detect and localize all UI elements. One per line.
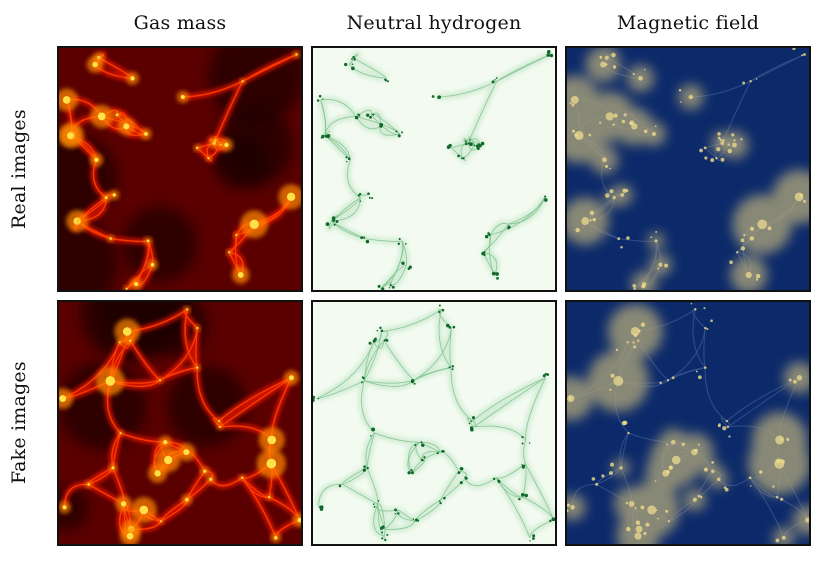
row-title-fake-images: Fake images bbox=[8, 361, 30, 485]
panel-fake-gas-mass bbox=[57, 300, 303, 546]
column-title-gas-mass: Gas mass bbox=[133, 12, 227, 34]
column-title-magnetic-field: Magnetic field bbox=[616, 12, 760, 34]
gas-mass-fake-image bbox=[59, 302, 301, 544]
row-title-real-images: Real images bbox=[8, 109, 30, 229]
magnetic-field-real-image bbox=[567, 48, 809, 290]
panel-real-magnetic-field bbox=[565, 46, 811, 292]
neutral-hydrogen-real-image bbox=[313, 48, 555, 290]
panel-fake-magnetic-field bbox=[565, 300, 811, 546]
neutral-hydrogen-fake-image bbox=[313, 302, 555, 544]
gas-mass-real-image bbox=[59, 48, 301, 290]
panel-real-neutral-hydrogen bbox=[311, 46, 557, 292]
column-title-neutral-hydrogen: Neutral hydrogen bbox=[346, 12, 522, 34]
magnetic-field-fake-image bbox=[567, 302, 809, 544]
panel-real-gas-mass bbox=[57, 46, 303, 292]
panel-fake-neutral-hydrogen bbox=[311, 300, 557, 546]
